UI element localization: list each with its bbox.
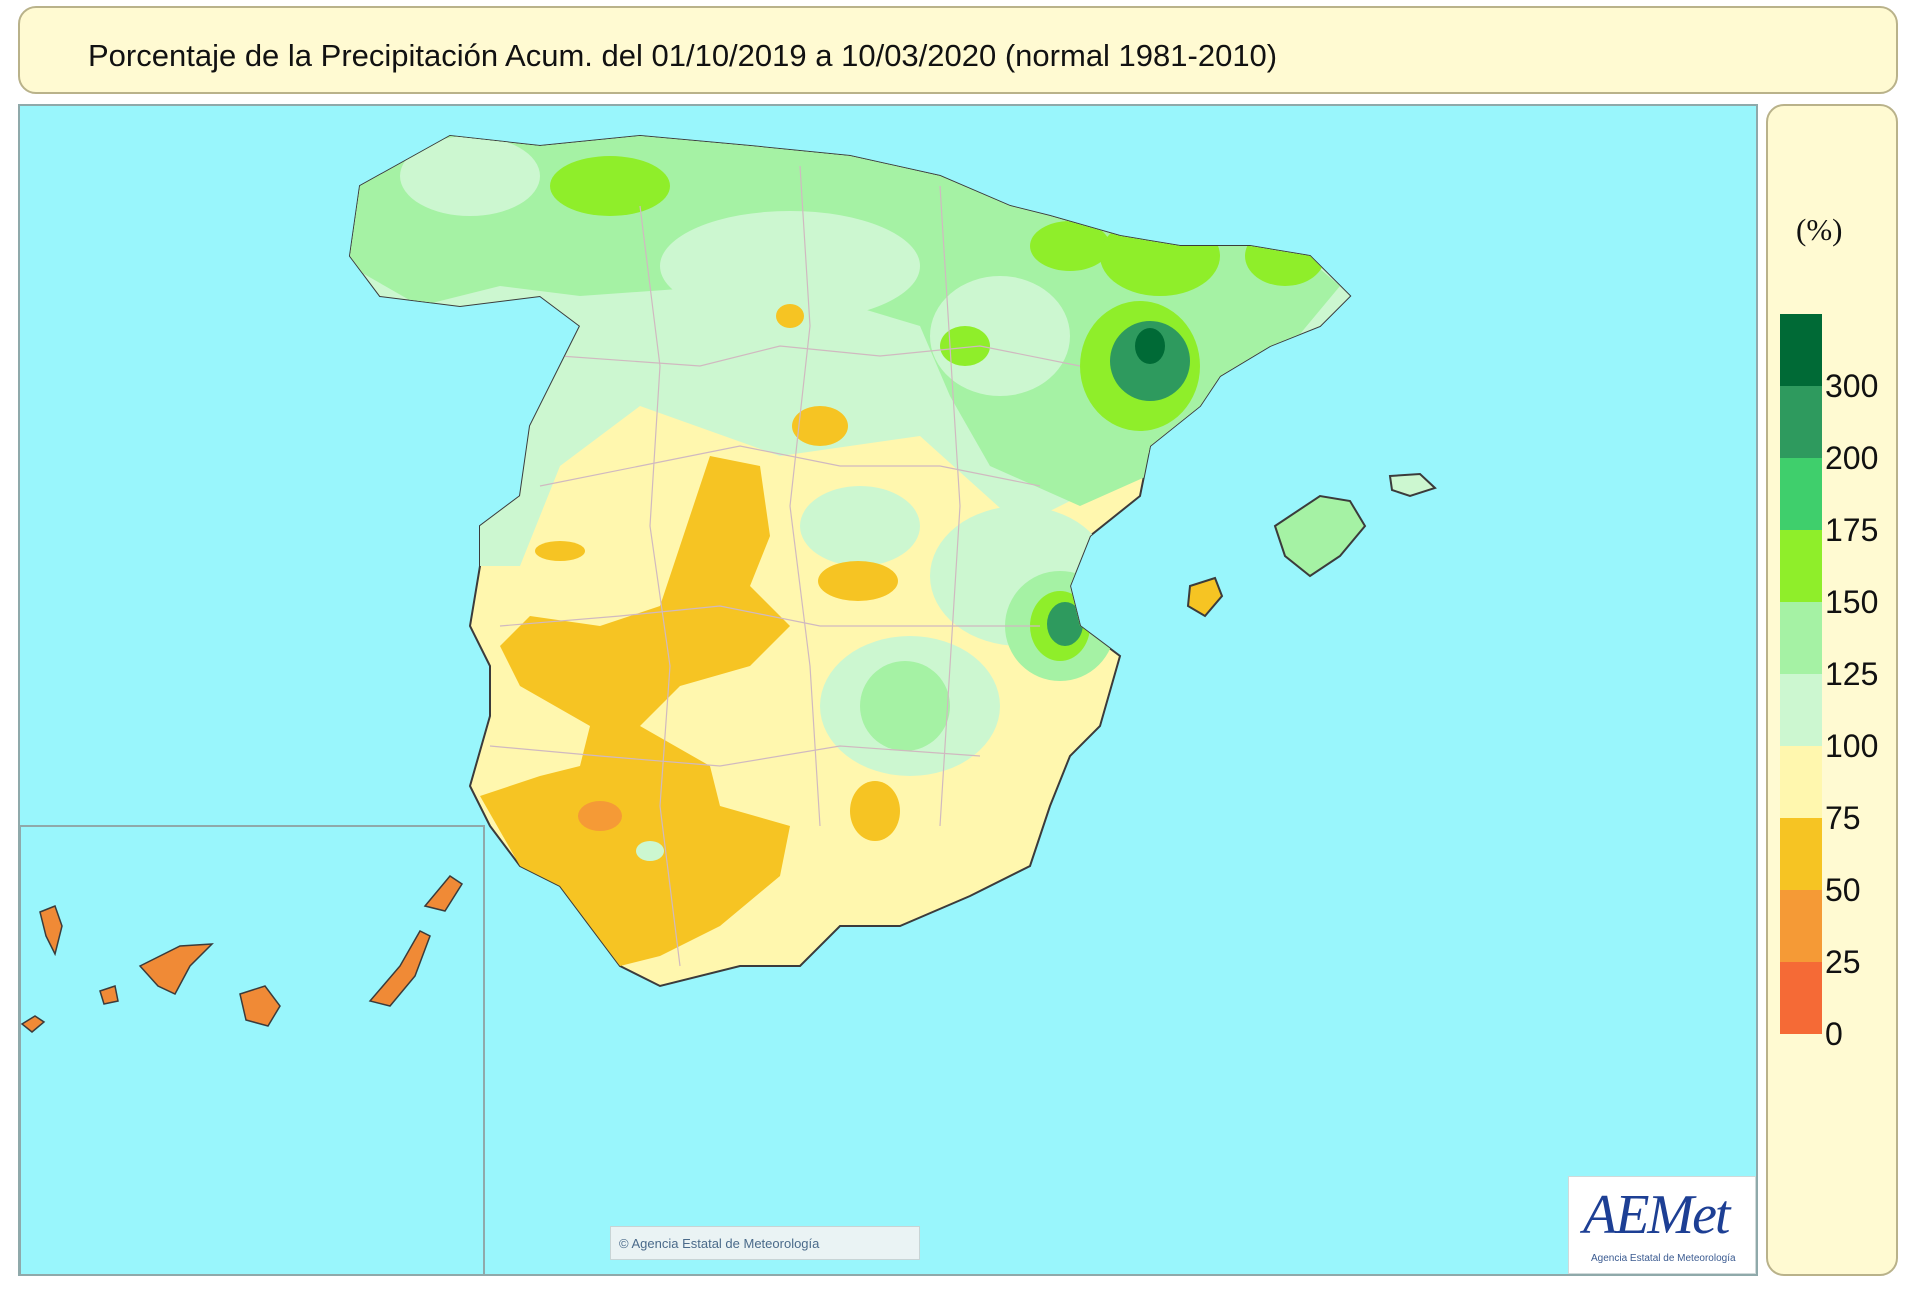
legend-tick-label: 300	[1825, 368, 1879, 404]
zone-200-300	[1135, 328, 1165, 364]
map-title: Porcentaje de la Precipitación Acum. del…	[88, 38, 1278, 73]
zone-dry-50-75	[850, 781, 900, 841]
title-bar: Porcentaje de la Precipitación Acum. del…	[18, 6, 1898, 94]
precipitation-map	[20, 134, 1437, 1274]
zone-dry-50-75	[776, 304, 804, 328]
logo-subtitle: Agencia Estatal de Meteorología	[1591, 1253, 1736, 1264]
legend-tick-label: 100	[1825, 728, 1879, 764]
legend-tick-label: 200	[1825, 440, 1879, 476]
legend-swatch	[1780, 746, 1822, 818]
zone-dry-50-75	[480, 456, 790, 966]
map-frame: © Agencia Estatal de Meteorología AEMet …	[18, 104, 1758, 1276]
legend-tick-label: 25	[1825, 944, 1861, 980]
legend-tick-label: 175	[1825, 512, 1879, 548]
menorca	[1388, 472, 1437, 498]
legend-panel: (%) 300 200 175 150 125 100 75 50 25 0	[1766, 104, 1898, 1276]
aemet-logo: AEMet Agencia Estatal de Meteorología	[1568, 1176, 1756, 1274]
mallorca	[1273, 494, 1367, 578]
zone-center-light	[800, 486, 920, 566]
tenerife	[138, 943, 214, 995]
logo-text: AEMet	[1583, 1184, 1730, 1246]
legend-tick-label: 150	[1825, 584, 1879, 620]
zone-150-175	[1030, 221, 1110, 271]
legend-swatch	[1780, 818, 1822, 890]
ibiza	[1186, 576, 1224, 618]
legend-swatch	[1780, 674, 1822, 746]
zone-north-light	[400, 136, 540, 216]
zone-150-175	[550, 156, 670, 216]
gran-canaria	[239, 985, 281, 1027]
legend-swatch	[1780, 890, 1822, 962]
la-palma	[39, 905, 63, 957]
copyright-notice: © Agencia Estatal de Meteorología	[610, 1226, 920, 1260]
zone-north-light	[660, 211, 920, 321]
lanzarote	[423, 875, 464, 912]
zone-150-175	[1100, 216, 1220, 296]
legend-swatch	[1780, 458, 1822, 530]
legend-tick-label: 0	[1825, 1016, 1843, 1052]
zone-dry-50-75	[535, 541, 585, 561]
legend-unit: (%)	[1796, 212, 1843, 247]
zone-150-175	[940, 326, 990, 366]
fuerteventura	[368, 930, 431, 1007]
zone-valencia-175	[1047, 602, 1083, 646]
legend-swatch	[1780, 386, 1822, 458]
zone-dry-50-75	[818, 561, 898, 601]
copyright-icon: ©	[619, 1236, 632, 1251]
copyright-text: Agencia Estatal de Meteorología	[631, 1236, 820, 1251]
legend-swatch	[1780, 602, 1822, 674]
legend-swatch	[1780, 314, 1822, 386]
zone-light-cadiz	[636, 841, 664, 861]
legend-tick-label: 75	[1825, 800, 1861, 836]
province-boundaries	[489, 165, 1081, 967]
zone-150-175	[1245, 226, 1325, 286]
la-gomera	[99, 985, 119, 1005]
legend-tick-label: 125	[1825, 656, 1879, 692]
zone-dry-25-50	[578, 801, 622, 831]
el-hierro	[20, 1015, 46, 1033]
zone-dry-50-75	[792, 406, 848, 446]
legend-swatch	[1780, 962, 1822, 1034]
canary-inset-frame	[20, 825, 485, 1274]
legend-tick-label: 50	[1825, 872, 1861, 908]
canary-islands	[20, 875, 464, 1033]
zone-center-green	[860, 661, 950, 751]
legend-swatch	[1780, 530, 1822, 602]
